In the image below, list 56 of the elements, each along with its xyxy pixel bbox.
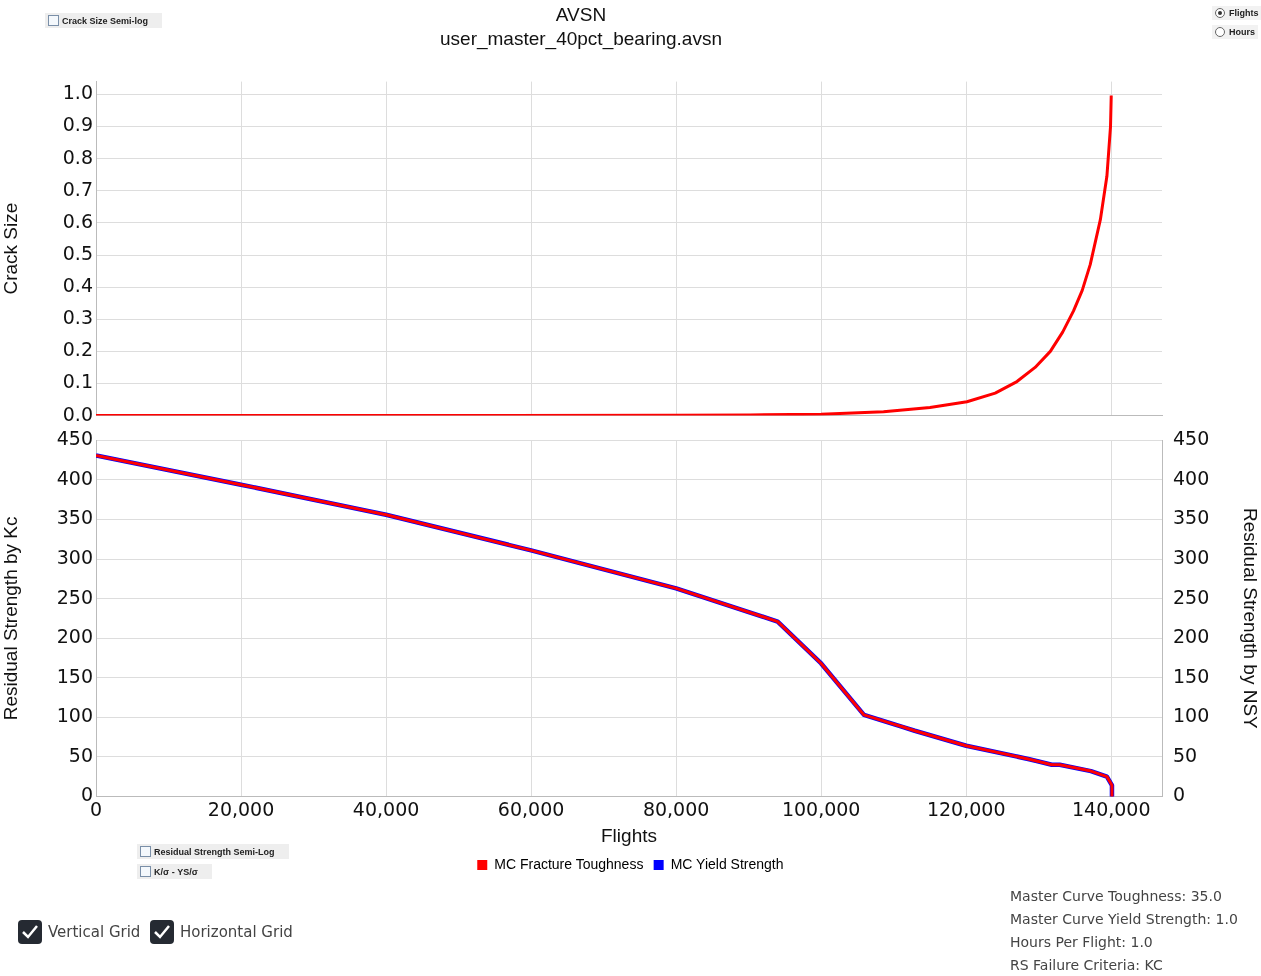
text: Crack Size Semi-log [62, 15, 149, 26]
legend-label: MC Fracture Toughness [494, 855, 644, 872]
y2-tick-label: 100 [1173, 704, 1210, 727]
y-axis-title: Residual Strength by Kc [0, 516, 21, 721]
y2-axis-title: Residual Strength by NSY [1240, 508, 1261, 730]
x-tick-label: 120,000 [926, 797, 1006, 820]
y-tick-label: 0.1 [62, 370, 93, 393]
chart-subtitle: user_master_40pct_bearing.avsn [439, 28, 723, 51]
y-tick-label: 0.4 [62, 274, 93, 297]
y-tick-label: 350 [56, 506, 93, 529]
x-tick-label: 100,000 [781, 797, 861, 820]
y2-tick-label: 350 [1173, 506, 1210, 529]
legend-label: MC Yield Strength [670, 855, 784, 872]
y2-tick-label: 250 [1173, 585, 1210, 608]
text: Residual Strength Semi-Log [154, 846, 275, 857]
y2-tick-label: 50 [1173, 743, 1198, 766]
chart-title: AVSN [555, 3, 607, 25]
text: K/σ - YS/σ [154, 866, 198, 877]
y-axis-title: Crack Size [0, 202, 21, 295]
y2-tick-label: 0 [1173, 783, 1186, 806]
text: Hours [1229, 27, 1256, 37]
y2-tick-label: 450 [1173, 427, 1210, 450]
x-tick-label: 80,000 [642, 797, 710, 820]
y-tick-label: 0.7 [62, 177, 93, 200]
y-tick-label: 0.8 [62, 145, 93, 168]
y-tick-label: 1.0 [62, 81, 93, 104]
y-tick-label: 450 [56, 427, 93, 450]
text: Horizontal Grid [180, 923, 293, 941]
text: Hours Per Flight: 1.0 [1010, 934, 1153, 950]
y2-tick-label: 150 [1173, 664, 1210, 687]
y-tick-label: 0.3 [62, 306, 93, 329]
y-tick-label: 50 [68, 743, 93, 766]
x-tick-label: 40,000 [352, 797, 420, 820]
x-tick-label: 140,000 [1071, 797, 1151, 820]
y2-tick-label: 400 [1173, 466, 1210, 489]
text: Master Curve Toughness: 35.0 [1010, 888, 1222, 904]
y-tick-label: 0.5 [62, 241, 93, 264]
y-tick-label: 100 [56, 704, 93, 727]
text: Flights [1229, 8, 1259, 18]
text: Vertical Grid [48, 923, 141, 941]
y-tick-label: 200 [56, 625, 93, 648]
y-tick-label: 300 [56, 546, 93, 568]
y2-tick-label: 300 [1173, 546, 1210, 568]
text: Master Curve Yield Strength: 1.0 [1010, 911, 1238, 927]
x-tick-label: 60,000 [497, 797, 565, 820]
y-tick-label: 0.6 [62, 209, 93, 232]
y-tick-label: 400 [56, 466, 93, 489]
y-tick-label: 150 [56, 664, 93, 687]
y-tick-label: 250 [56, 585, 93, 608]
text: RS Failure Criteria: KC [1010, 957, 1163, 973]
y-tick-label: 0.2 [62, 338, 93, 361]
y-tick-label: 0.0 [62, 402, 93, 425]
y2-tick-label: 200 [1173, 625, 1210, 648]
y-tick-label: 0.9 [62, 113, 93, 136]
x-axis-title: Flights [601, 824, 657, 846]
x-tick-label: 20,000 [207, 797, 275, 820]
